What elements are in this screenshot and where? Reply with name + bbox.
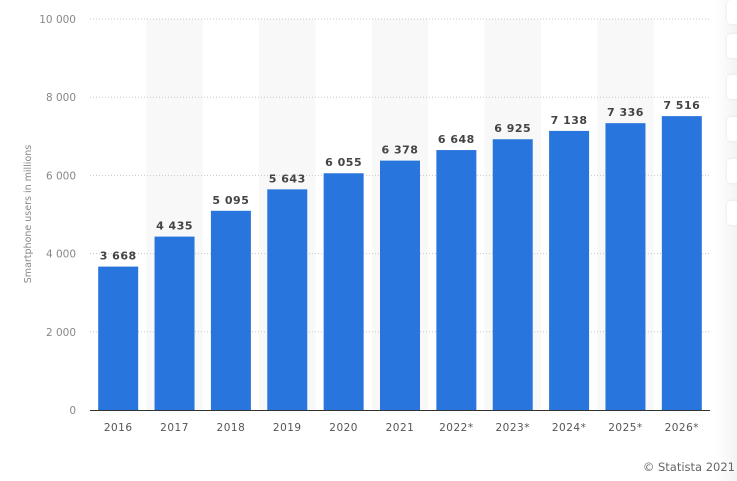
y-tick-label: 10 000 [39, 14, 76, 26]
toolbar-button[interactable] [727, 117, 737, 141]
data-label: 6 925 [494, 122, 531, 135]
y-tick-label: 8 000 [46, 92, 76, 104]
x-tick-label: 2021 [386, 422, 415, 434]
x-tick-label: 2018 [217, 422, 246, 434]
bar [154, 236, 195, 410]
data-label: 7 138 [551, 114, 588, 127]
toolbar-button[interactable] [727, 159, 737, 183]
x-tick-label: 2023* [495, 422, 529, 434]
y-tick-label: 0 [69, 405, 76, 417]
bar [492, 139, 533, 411]
data-label: 5 095 [212, 194, 249, 207]
data-label: 3 668 [100, 250, 137, 263]
toolbar-button[interactable] [727, 0, 737, 24]
data-label: 6 648 [438, 133, 475, 146]
toolbar-button[interactable] [727, 34, 737, 58]
side-toolbar [716, 0, 737, 481]
bar [210, 210, 251, 410]
y-axis-label: Smartphone users in millions [23, 145, 34, 284]
x-tick-label: 2017 [160, 422, 189, 434]
y-tick-label: 2 000 [46, 327, 76, 339]
x-tick-label: 2026* [665, 422, 699, 434]
bar [436, 150, 477, 410]
bar [549, 130, 590, 410]
x-tick-label: 2025* [608, 422, 642, 434]
data-label: 6 378 [382, 144, 419, 157]
data-label: 7 336 [607, 106, 644, 119]
bar [323, 173, 364, 410]
x-tick-label: 2020 [329, 422, 358, 434]
x-tick-label: 2019 [273, 422, 302, 434]
bar [380, 160, 420, 410]
x-tick-label: 2024* [552, 422, 586, 434]
x-tick-label: 2022* [439, 422, 473, 434]
data-label: 7 516 [663, 99, 700, 112]
bar [267, 189, 308, 410]
y-tick-label: 6 000 [46, 170, 76, 182]
data-label: 4 435 [156, 220, 193, 233]
data-label: 6 055 [325, 156, 362, 169]
bar [605, 123, 646, 410]
copyright: © Statista 2021 [642, 460, 735, 474]
toolbar-button[interactable] [727, 201, 737, 225]
toolbar-button[interactable] [727, 75, 737, 99]
bar [661, 116, 702, 411]
bar [98, 266, 139, 410]
data-label: 5 643 [269, 172, 306, 185]
y-tick-label: 4 000 [46, 249, 76, 261]
x-tick-label: 2016 [104, 422, 133, 434]
